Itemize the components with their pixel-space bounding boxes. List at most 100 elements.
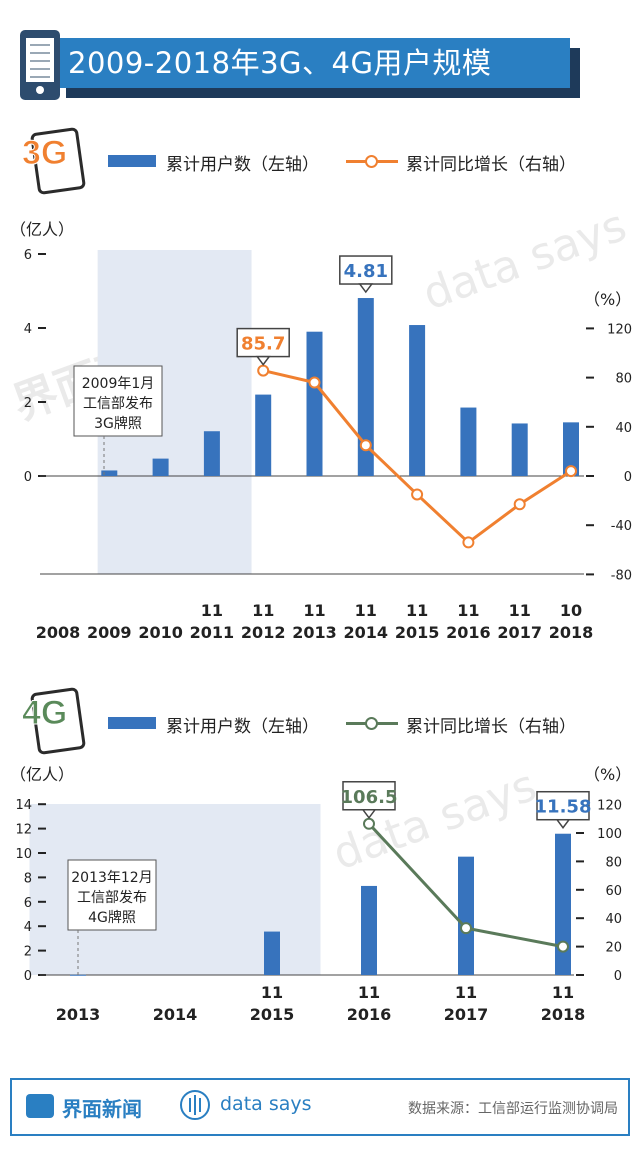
page-title: 2009-2018年3G、4G用户规模 [56, 38, 570, 88]
growth-point [565, 465, 577, 478]
header: 2009-2018年3G、4G用户规模 [0, 0, 640, 110]
growth-point [460, 922, 472, 935]
x-year-label: 2009 [87, 623, 132, 642]
legend-bar-swatch [108, 717, 156, 729]
y-axis-right-label: （%） [584, 290, 631, 309]
y-left-tick-label: 4 [24, 920, 32, 935]
bar [101, 470, 118, 476]
callout-text: 11.58 [535, 797, 592, 818]
y-right-tick-label: 120 [597, 799, 622, 814]
legend-bar-label: 累计用户数（左轴） [166, 155, 319, 175]
y-left-tick-label: 2 [24, 945, 32, 960]
y-right-tick-label: 40 [615, 421, 632, 436]
callout-pointer [361, 809, 377, 820]
y-left-tick-label: 6 [24, 248, 32, 263]
x-year-label: 2017 [444, 1005, 489, 1024]
y-left-tick-label: 0 [24, 969, 32, 984]
brand-jiemian: 界面新闻 [62, 1097, 142, 1121]
annotation-text: 3G牌照 [94, 415, 142, 432]
callout-text: 4.81 [344, 261, 388, 282]
x-month-label: 11 [201, 601, 223, 620]
x-year-label: 2015 [395, 623, 440, 642]
bar [357, 298, 374, 476]
footer: 界面新闻 data says 数据来源：工信部运行监测协调局 [10, 1078, 630, 1136]
x-year-label: 2010 [138, 623, 183, 642]
y-left-tick-label: 6 [24, 896, 32, 911]
legend-line-marker [365, 717, 378, 730]
y-left-tick-label: 14 [15, 798, 32, 813]
legend-line-label: 累计同比增长（右轴） [406, 717, 576, 737]
x-month-label: 11 [455, 983, 477, 1002]
annotation-box [67, 859, 157, 931]
growth-point [513, 498, 526, 511]
annotation-text: 4G牌照 [88, 909, 136, 926]
x-year-label: 2016 [446, 623, 491, 642]
callout-pointer [358, 283, 374, 294]
growth-point [257, 364, 270, 377]
legend-bar-label: 累计用户数（左轴） [166, 717, 319, 737]
bar [255, 394, 272, 476]
x-year-label: 2015 [250, 1005, 295, 1024]
callout-box [342, 781, 396, 811]
y-axis-right-label: （%） [584, 765, 631, 784]
legend-line-marker [365, 155, 378, 168]
bar [460, 407, 477, 476]
annotation-text: 工信部发布 [83, 396, 153, 412]
x-month-label: 11 [355, 601, 377, 620]
x-year-label: 2012 [241, 623, 286, 642]
x-month-label: 11 [261, 983, 283, 1002]
x-year-label: 2014 [153, 1005, 198, 1024]
y-right-tick-label: 80 [615, 372, 632, 387]
bar [264, 931, 280, 975]
growth-point [411, 488, 424, 501]
bar [511, 423, 528, 476]
legend-line-label: 累计同比增长（右轴） [406, 155, 576, 175]
callout-text: 85.7 [241, 334, 285, 355]
y-left-tick-label: 12 [15, 823, 32, 838]
legend-3g: 累计用户数（左轴） 累计同比增长（右轴） [108, 146, 588, 176]
annotation-box [73, 365, 163, 437]
y-right-tick-label: 40 [605, 912, 622, 927]
y-right-tick-label: 20 [605, 941, 622, 956]
bar [555, 833, 571, 975]
callout-box [339, 255, 393, 285]
x-month-label: 11 [252, 601, 274, 620]
bar [458, 856, 474, 975]
4g-badge-icon: 4G [21, 686, 87, 756]
bar [563, 422, 579, 476]
x-month-label: 11 [358, 983, 380, 1002]
y-left-tick-label: 10 [15, 847, 32, 862]
x-month-label: 11 [303, 601, 325, 620]
x-month-label: 11 [552, 983, 574, 1002]
brand-datasays: data says [220, 1093, 312, 1115]
x-year-label: 2014 [344, 623, 389, 642]
x-year-label: 2013 [56, 1005, 101, 1024]
y-left-tick-label: 2 [24, 396, 32, 411]
legend-bar-swatch [108, 155, 156, 167]
callout-text: 106.5 [341, 787, 398, 808]
bar [409, 325, 426, 476]
x-month-label: 11 [509, 601, 531, 620]
annotation-text: 2009年1月 [82, 376, 155, 392]
jiemian-logo-icon [26, 1094, 54, 1118]
data-source: 数据来源：工信部运行监测协调局 [408, 1101, 618, 1117]
datasays-logo-icon [180, 1090, 210, 1120]
y-right-tick-label: 0 [614, 969, 622, 984]
y-right-tick-label: 100 [597, 827, 622, 842]
y-axis-left-label: （亿人） [10, 220, 74, 239]
watermark-datasays: data says [326, 760, 543, 880]
annotation-text: 2013年12月 [71, 870, 152, 886]
phone-icon [20, 30, 60, 100]
x-year-label: 2017 [497, 623, 542, 642]
growth-point [363, 817, 375, 830]
growth-point [308, 376, 321, 389]
bar [152, 458, 169, 476]
y-right-tick-label: 60 [605, 884, 622, 899]
x-month-label: 11 [406, 601, 428, 620]
3g-badge-icon: 3G [21, 126, 87, 196]
growth-point [557, 940, 569, 953]
x-year-label: 2018 [541, 1005, 586, 1024]
growth-point [462, 536, 475, 549]
